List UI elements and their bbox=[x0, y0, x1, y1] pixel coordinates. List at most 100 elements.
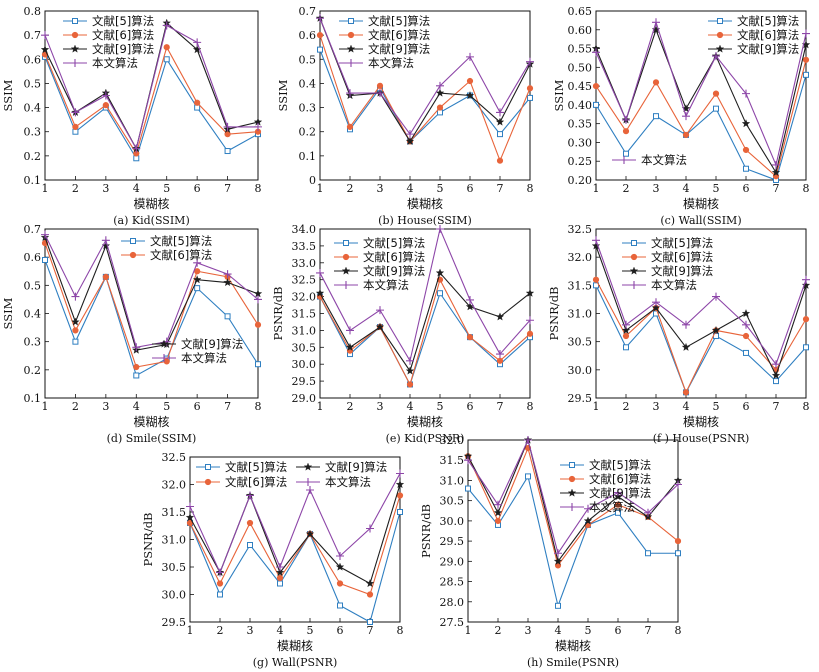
data-point bbox=[623, 150, 629, 157]
data-point bbox=[622, 128, 630, 135]
series-line bbox=[467, 438, 679, 555]
y-tick-label: 30.0 bbox=[440, 515, 465, 528]
y-tick-label: 28.0 bbox=[440, 596, 465, 609]
data-point bbox=[496, 108, 504, 117]
series-line bbox=[595, 74, 807, 181]
legend-label: 文献[6]算法 bbox=[150, 248, 212, 262]
plot-frame bbox=[467, 439, 679, 623]
subfigure-caption: (b) House(SSIM) bbox=[378, 214, 472, 227]
data-point bbox=[337, 602, 343, 609]
series-line bbox=[189, 495, 401, 596]
data-point bbox=[652, 18, 660, 27]
x-tick-label: 3 bbox=[653, 400, 660, 413]
data-point bbox=[493, 508, 503, 517]
x-tick-label: 6 bbox=[743, 182, 750, 195]
legend-label: 文献[5]算法 bbox=[225, 460, 287, 474]
data-point bbox=[102, 102, 109, 109]
data-point bbox=[526, 85, 534, 92]
series-4 bbox=[41, 21, 262, 153]
data-point bbox=[741, 119, 751, 128]
legend-label: 文献[9]算法 bbox=[368, 42, 430, 56]
data-point bbox=[132, 343, 141, 352]
data-point bbox=[465, 91, 475, 100]
x-axis-label: 模糊核 bbox=[277, 638, 313, 653]
data-point bbox=[254, 295, 262, 304]
data-point bbox=[674, 538, 682, 545]
legend-marker bbox=[205, 464, 211, 470]
series-line bbox=[44, 234, 259, 348]
x-tick-label: 5 bbox=[437, 400, 444, 413]
data-point bbox=[592, 236, 600, 245]
data-point bbox=[682, 320, 690, 329]
x-tick-label: 2 bbox=[72, 182, 79, 195]
data-point bbox=[682, 389, 690, 396]
chart-panel-2: 1 2 3 4 5 6 7 8 0 0.1 0.2 0.3 0.4 0.5 0.6 0.7 文献[5]算法文献[… bbox=[276, 5, 535, 227]
data-point bbox=[773, 378, 779, 385]
data-point bbox=[803, 71, 809, 78]
legend-marker bbox=[347, 59, 355, 67]
x-tick-label: 3 bbox=[102, 400, 109, 413]
x-tick-label: 2 bbox=[72, 400, 79, 413]
legend-marker bbox=[629, 266, 639, 275]
data-point bbox=[216, 580, 224, 587]
data-point bbox=[742, 332, 750, 340]
legend-label: 文献[5]算法 bbox=[92, 14, 154, 28]
y-tick-label: 0.25 bbox=[568, 155, 593, 168]
series-line bbox=[44, 259, 259, 377]
x-tick-label: 8 bbox=[527, 182, 534, 195]
data-point bbox=[346, 326, 354, 335]
x-tick-label: 3 bbox=[247, 624, 254, 637]
y-tick-label: 0.4 bbox=[24, 102, 42, 115]
legend-marker bbox=[716, 31, 724, 39]
legend-marker bbox=[130, 238, 136, 244]
series-4 bbox=[41, 230, 262, 352]
data-point bbox=[101, 236, 110, 245]
y-tick-label: 30.0 bbox=[162, 589, 187, 602]
legend-label: 文献[5]算法 bbox=[737, 14, 799, 28]
legend-label: 文献[9]算法 bbox=[325, 460, 387, 474]
legend-label: 文献[9]算法 bbox=[363, 264, 425, 278]
y-tick-label: 30.5 bbox=[568, 336, 593, 349]
legend-label: 文献[5]算法 bbox=[651, 236, 713, 250]
y-tick-label: 33.0 bbox=[292, 257, 317, 270]
subfigure-caption: (h) Smile(PSNR) bbox=[527, 656, 619, 669]
subfigure-caption: (f ) House(PSNR) bbox=[653, 432, 750, 445]
x-tick-label: 6 bbox=[194, 400, 201, 413]
legend-label: 文献[5]算法 bbox=[363, 236, 425, 250]
data-point bbox=[376, 306, 384, 315]
subfigure-caption: (g) Wall(PSNR) bbox=[253, 656, 338, 669]
data-point bbox=[614, 488, 622, 497]
data-point bbox=[771, 371, 781, 380]
y-tick-label: 0.7 bbox=[299, 5, 317, 18]
legend-marker bbox=[71, 59, 79, 67]
y-tick-label: 0.2 bbox=[24, 364, 42, 377]
y-tick-label: 0.7 bbox=[24, 29, 42, 42]
series-line bbox=[319, 291, 531, 386]
y-axis-label: PSNR/dB bbox=[271, 286, 285, 340]
y-tick-label: 0.7 bbox=[24, 223, 42, 236]
legend-marker bbox=[630, 281, 638, 289]
x-tick-label: 3 bbox=[653, 182, 660, 195]
data-point bbox=[315, 288, 325, 297]
legend-marker bbox=[569, 462, 575, 468]
y-tick-label: 31.5 bbox=[440, 454, 465, 467]
legend-label: 本文算法 bbox=[92, 56, 138, 70]
plot-frame bbox=[44, 10, 259, 181]
y-axis-label: SSIM bbox=[1, 297, 15, 329]
y-tick-label: 30.0 bbox=[292, 358, 317, 371]
legend-marker bbox=[568, 475, 576, 483]
y-tick-label: 0.2 bbox=[24, 150, 42, 163]
series-line bbox=[44, 56, 259, 160]
legend-label: 文献[9]算法 bbox=[92, 42, 154, 56]
data-point bbox=[592, 276, 600, 283]
y-axis-label: SSIM bbox=[1, 79, 15, 111]
y-axis-label: PSNR/dB bbox=[141, 512, 155, 566]
data-point bbox=[366, 524, 374, 533]
x-tick-label: 6 bbox=[467, 182, 474, 195]
y-tick-label: 30.0 bbox=[568, 364, 593, 377]
y-tick-label: 0 bbox=[309, 174, 316, 187]
legend-label: 本文算法 bbox=[641, 153, 687, 167]
